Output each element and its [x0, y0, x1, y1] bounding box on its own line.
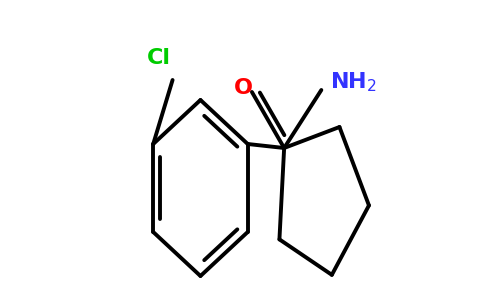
- Text: O: O: [234, 78, 253, 98]
- Text: Cl: Cl: [147, 48, 171, 68]
- Text: NH$_2$: NH$_2$: [330, 70, 377, 94]
